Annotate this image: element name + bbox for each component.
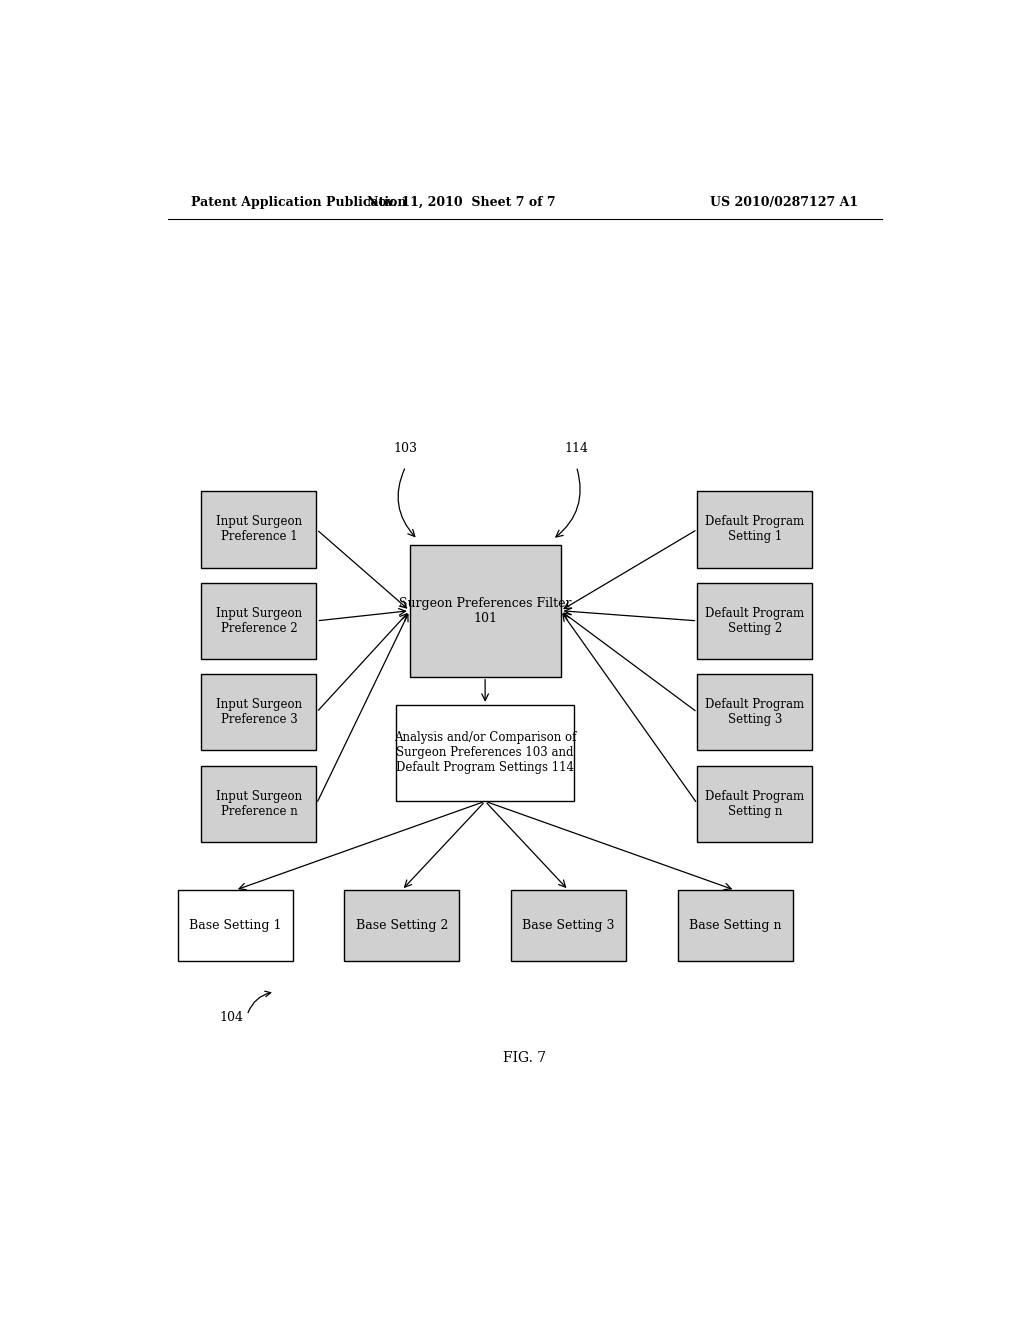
Text: 104: 104 bbox=[219, 1011, 243, 1024]
Text: Input Surgeon
Preference 3: Input Surgeon Preference 3 bbox=[216, 698, 302, 726]
Text: Default Program
Setting 3: Default Program Setting 3 bbox=[706, 698, 805, 726]
Text: Base Setting 2: Base Setting 2 bbox=[355, 919, 447, 932]
Text: Surgeon Preferences Filter
101: Surgeon Preferences Filter 101 bbox=[399, 597, 571, 624]
FancyBboxPatch shape bbox=[202, 491, 316, 568]
FancyBboxPatch shape bbox=[697, 766, 812, 842]
FancyBboxPatch shape bbox=[678, 890, 793, 961]
FancyBboxPatch shape bbox=[177, 890, 293, 961]
FancyBboxPatch shape bbox=[344, 890, 460, 961]
Text: Input Surgeon
Preference n: Input Surgeon Preference n bbox=[216, 789, 302, 818]
Text: Default Program
Setting 1: Default Program Setting 1 bbox=[706, 515, 805, 544]
FancyBboxPatch shape bbox=[396, 705, 574, 801]
Text: Base Setting 1: Base Setting 1 bbox=[188, 919, 282, 932]
Text: US 2010/0287127 A1: US 2010/0287127 A1 bbox=[710, 195, 858, 209]
FancyBboxPatch shape bbox=[697, 675, 812, 751]
Text: Base Setting 3: Base Setting 3 bbox=[522, 919, 614, 932]
Text: FIG. 7: FIG. 7 bbox=[503, 1051, 547, 1065]
Text: 103: 103 bbox=[394, 442, 418, 454]
FancyBboxPatch shape bbox=[202, 675, 316, 751]
Text: 114: 114 bbox=[564, 442, 589, 454]
Text: Default Program
Setting 2: Default Program Setting 2 bbox=[706, 607, 805, 635]
Text: Base Setting n: Base Setting n bbox=[689, 919, 781, 932]
Text: Nov. 11, 2010  Sheet 7 of 7: Nov. 11, 2010 Sheet 7 of 7 bbox=[367, 195, 556, 209]
Text: Input Surgeon
Preference 2: Input Surgeon Preference 2 bbox=[216, 607, 302, 635]
FancyBboxPatch shape bbox=[511, 890, 626, 961]
FancyBboxPatch shape bbox=[697, 582, 812, 659]
FancyBboxPatch shape bbox=[410, 545, 560, 677]
FancyBboxPatch shape bbox=[202, 766, 316, 842]
FancyBboxPatch shape bbox=[202, 582, 316, 659]
Text: Analysis and/or Comparison of
Surgeon Preferences 103 and
Default Program Settin: Analysis and/or Comparison of Surgeon Pr… bbox=[394, 731, 577, 775]
FancyBboxPatch shape bbox=[697, 491, 812, 568]
Text: Default Program
Setting n: Default Program Setting n bbox=[706, 789, 805, 818]
Text: Patent Application Publication: Patent Application Publication bbox=[191, 195, 407, 209]
Text: Input Surgeon
Preference 1: Input Surgeon Preference 1 bbox=[216, 515, 302, 544]
